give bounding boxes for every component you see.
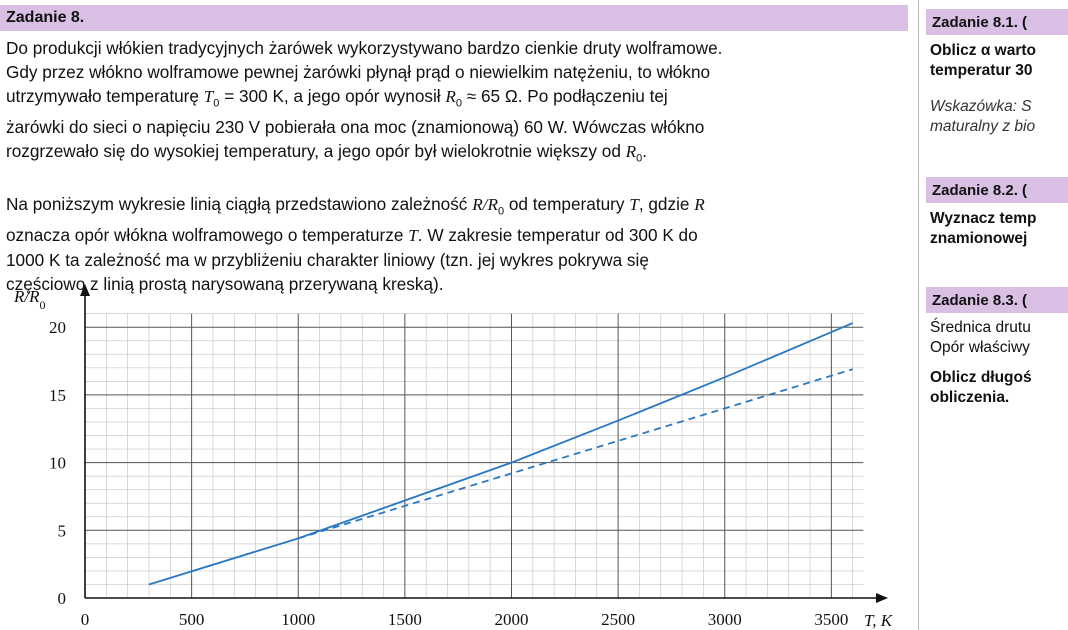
x-tick-label: 3000 — [708, 610, 742, 629]
text-line: Oblicz α warto — [930, 42, 1036, 59]
x-tick-label: 2500 — [601, 610, 635, 629]
x-tick-label: 0 — [81, 610, 90, 629]
y-tick-label: 15 — [49, 386, 66, 405]
series-measured-ratio — [148, 322, 854, 586]
y-tick-label: 10 — [49, 454, 66, 473]
text-line: częściowo z linią prostą narysowaną prze… — [6, 274, 444, 295]
task-title: Zadanie 8. — [6, 9, 85, 26]
text-line: Średnica drutu — [930, 319, 1031, 336]
text-line: Do produkcji włókien tradycyjnych żarówe… — [6, 38, 723, 58]
text-line: żarówki do sieci o napięciu 230 V pobier… — [6, 117, 705, 138]
major-grid — [85, 313, 864, 598]
subtask-8-3-text: Średnica drutu Opór właściwy — [930, 318, 1031, 358]
text-line: oznacza opór włókna wolframowego o tempe… — [6, 225, 698, 246]
y-axis-arrow — [80, 284, 90, 296]
tick-labels: 0 500 1000 1500 2000 2500 3000 3500 0 5 10 15 20 — [49, 318, 848, 629]
text-line: Wskazówka: S — [930, 98, 1032, 115]
text-line: Na poniższym wykresie linią ciągłą przed… — [6, 194, 705, 218]
series-lines — [148, 322, 854, 586]
axes — [80, 284, 888, 603]
y-tick-label: 20 — [49, 318, 66, 337]
text-line: Wyznacz temp — [930, 210, 1037, 227]
subtask-8-3-header: Zadanie 8.3. ( — [926, 287, 1068, 313]
x-tick-label: 1500 — [388, 610, 422, 629]
text-line: utrzymywało temperaturę T0 = 300 K, a je… — [6, 86, 668, 110]
column-divider — [918, 0, 919, 630]
minor-grid — [85, 313, 864, 598]
subtask-8-3-question: Oblicz długoś obliczenia. — [930, 368, 1032, 408]
y-tick-label: 0 — [58, 589, 67, 608]
task-paragraph-1: Do produkcji włókien tradycyjnych żarówe… — [6, 36, 911, 171]
x-tick-label: 1000 — [281, 610, 315, 629]
subtask-8-2-title: Zadanie 8.2. ( — [932, 182, 1028, 199]
text-line: Gdy przez włókno wolframowe pewnej żarów… — [6, 62, 711, 82]
task-panel: Zadanie 8. Do produkcji włókien tradycyj… — [0, 5, 911, 630]
x-axis-label: T, K — [864, 611, 894, 630]
text-line: znamionowej — [930, 230, 1028, 247]
x-tick-label: 2000 — [494, 610, 528, 629]
text-line: obliczenia. — [930, 389, 1010, 406]
task-header: Zadanie 8. — [0, 5, 908, 31]
text-line: 1000 K ta zależność ma w przybliżeniu ch… — [6, 250, 649, 271]
y-tick-label: 5 — [58, 521, 67, 540]
text-line: Opór właściwy — [930, 339, 1030, 356]
x-tick-label: 3500 — [814, 610, 848, 629]
subtask-8-1-text: Oblicz α warto temperatur 30 — [930, 41, 1036, 81]
subtask-8-1-title: Zadanie 8.1. ( — [932, 14, 1028, 31]
subtask-8-1-header: Zadanie 8.1. ( — [926, 9, 1068, 35]
subtask-8-3-title: Zadanie 8.3. ( — [932, 292, 1028, 309]
series-linear-approximation — [297, 368, 853, 540]
x-axis-arrow — [876, 593, 888, 603]
subtasks-panel: Zadanie 8.1. ( Oblicz α warto temperatur… — [926, 0, 1068, 630]
task-paragraph-2: Na poniższym wykresie linią ciągłą przed… — [6, 192, 911, 296]
subtask-8-1-hint: Wskazówka: S maturalny z bio — [930, 97, 1035, 137]
x-tick-label: 500 — [179, 610, 205, 629]
text-line: rozgrzewało się do wysokiej temperatury,… — [6, 141, 648, 165]
subtask-8-2-text: Wyznacz temp znamionowej — [930, 209, 1037, 249]
subtask-8-2-header: Zadanie 8.2. ( — [926, 177, 1068, 203]
text-line: Oblicz długoś — [930, 369, 1032, 386]
y-axis-label: R/R0 — [13, 287, 46, 312]
text-line: temperatur 30 — [930, 62, 1033, 79]
text-line: maturalny z bio — [930, 118, 1036, 135]
resistance-temperature-chart: 0 500 1000 1500 2000 2500 3000 3500 0 5 10 15 20 R/R… — [13, 284, 894, 630]
